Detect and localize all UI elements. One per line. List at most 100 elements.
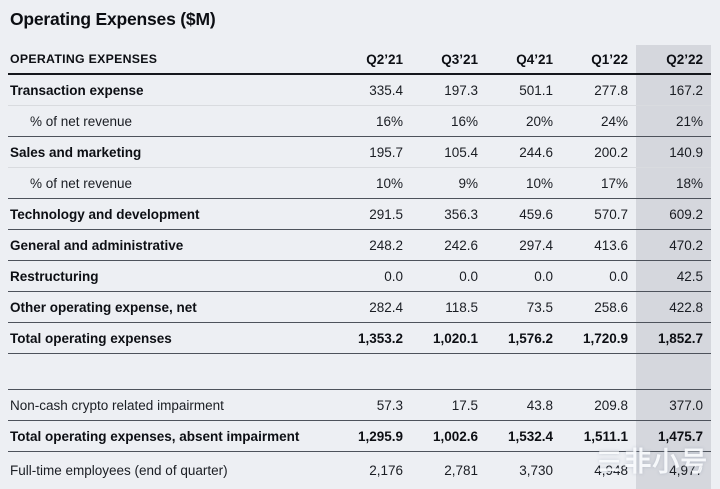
column-header-q3-21: Q3’21	[411, 45, 486, 74]
cell-value: 1,353.2	[336, 323, 411, 354]
table-header-row: OPERATING EXPENSES Q2’21 Q3’21 Q4’21 Q1’…	[8, 45, 711, 74]
cell-value: 1,020.1	[411, 323, 486, 354]
cell-value: 470.2	[636, 230, 711, 261]
cell-value: 73.5	[486, 292, 561, 323]
cell-value: 422.8	[636, 292, 711, 323]
cell-value: 10%	[336, 168, 411, 199]
column-header-q4-21: Q4’21	[486, 45, 561, 74]
cell-value: 1,475.7	[636, 421, 711, 452]
cell-value	[411, 354, 486, 390]
cell-value: 2,781	[411, 452, 486, 489]
spacer-row	[8, 354, 711, 390]
cell-value: 356.3	[411, 199, 486, 230]
row-label: General and administrative	[8, 230, 336, 261]
cell-value: 42.5	[636, 261, 711, 292]
cell-value: 242.6	[411, 230, 486, 261]
cell-value: 9%	[411, 168, 486, 199]
cell-value: 167.2	[636, 74, 711, 106]
cell-value: 16%	[411, 106, 486, 137]
cell-value: 1,532.4	[486, 421, 561, 452]
cell-value: 197.3	[411, 74, 486, 106]
cell-value: 377.0	[636, 390, 711, 421]
cell-value: 200.2	[561, 137, 636, 168]
row-label	[8, 354, 336, 390]
cell-value: 17.5	[411, 390, 486, 421]
column-header-q1-22: Q1’22	[561, 45, 636, 74]
cell-value: 335.4	[336, 74, 411, 106]
row-label: Full-time employees (end of quarter)	[8, 452, 336, 489]
table-row: Full-time employees (end of quarter)2,17…	[8, 452, 711, 489]
column-header-operating-expenses: OPERATING EXPENSES	[8, 45, 336, 74]
cell-value: 501.1	[486, 74, 561, 106]
row-label: Sales and marketing	[8, 137, 336, 168]
cell-value: 258.6	[561, 292, 636, 323]
cell-value: 1,720.9	[561, 323, 636, 354]
cell-value: 1,295.9	[336, 421, 411, 452]
cell-value: 3,730	[486, 452, 561, 489]
cell-value: 0.0	[411, 261, 486, 292]
cell-value: 21%	[636, 106, 711, 137]
cell-value: 18%	[636, 168, 711, 199]
cell-value: 17%	[561, 168, 636, 199]
cell-value: 16%	[336, 106, 411, 137]
cell-value: 10%	[486, 168, 561, 199]
cell-value	[486, 354, 561, 390]
cell-value: 1,576.2	[486, 323, 561, 354]
cell-value: 297.4	[486, 230, 561, 261]
row-label: % of net revenue	[8, 168, 336, 199]
cell-value: 282.4	[336, 292, 411, 323]
cell-value: 24%	[561, 106, 636, 137]
cell-value	[636, 354, 711, 390]
cell-value	[561, 354, 636, 390]
cell-value: 1,511.1	[561, 421, 636, 452]
cell-value: 4,948	[561, 452, 636, 489]
cell-value: 609.2	[636, 199, 711, 230]
cell-value: 4,977	[636, 452, 711, 489]
cell-value: 1,852.7	[636, 323, 711, 354]
row-label: % of net revenue	[8, 106, 336, 137]
column-header-q2-22-highlighted: Q2’22	[636, 45, 711, 74]
table-row: Total operating expenses, absent impairm…	[8, 421, 711, 452]
cell-value: 0.0	[486, 261, 561, 292]
cell-value: 20%	[486, 106, 561, 137]
cell-value: 1,002.6	[411, 421, 486, 452]
row-label: Transaction expense	[8, 74, 336, 106]
cell-value: 140.9	[636, 137, 711, 168]
row-label: Other operating expense, net	[8, 292, 336, 323]
cell-value: 0.0	[561, 261, 636, 292]
cell-value: 118.5	[411, 292, 486, 323]
operating-expenses-table: OPERATING EXPENSES Q2’21 Q3’21 Q4’21 Q1’…	[8, 45, 711, 489]
page-title: Operating Expenses ($M)	[10, 9, 215, 30]
cell-value: 209.8	[561, 390, 636, 421]
cell-value: 0.0	[336, 261, 411, 292]
row-label: Restructuring	[8, 261, 336, 292]
row-label: Technology and development	[8, 199, 336, 230]
row-label: Non-cash crypto related impairment	[8, 390, 336, 421]
cell-value: 195.7	[336, 137, 411, 168]
cell-value: 2,176	[336, 452, 411, 489]
cell-value: 244.6	[486, 137, 561, 168]
row-label: Total operating expenses, absent impairm…	[8, 421, 336, 452]
cell-value: 105.4	[411, 137, 486, 168]
cell-value	[336, 354, 411, 390]
cell-value: 43.8	[486, 390, 561, 421]
row-label: Total operating expenses	[8, 323, 336, 354]
cell-value: 570.7	[561, 199, 636, 230]
cell-value: 291.5	[336, 199, 411, 230]
cell-value: 57.3	[336, 390, 411, 421]
cell-value: 459.6	[486, 199, 561, 230]
cell-value: 413.6	[561, 230, 636, 261]
cell-value: 248.2	[336, 230, 411, 261]
